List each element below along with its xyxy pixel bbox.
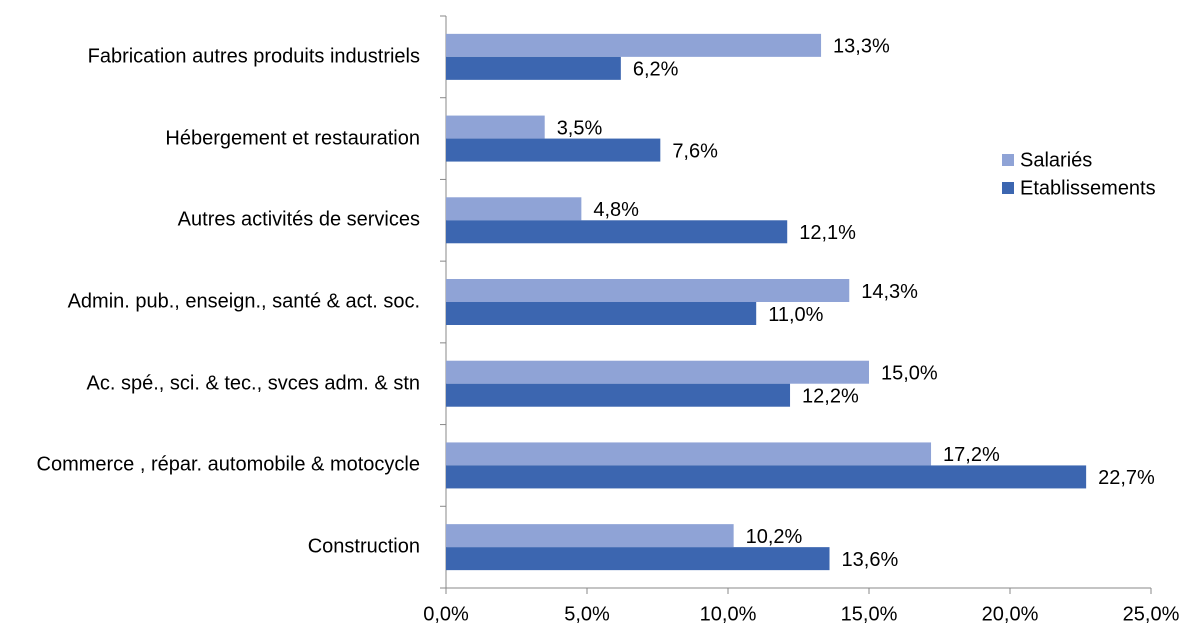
category-label-box: Construction — [0, 534, 420, 561]
legend-swatch — [1002, 182, 1014, 194]
x-tick-label: 20,0% — [982, 603, 1039, 625]
category-label-box: Admin. pub., enseign., santé & act. soc. — [0, 289, 420, 316]
bar — [446, 442, 932, 466]
value-label: 6,2% — [633, 59, 679, 81]
bar — [446, 383, 791, 407]
bar — [446, 524, 734, 548]
bar — [446, 33, 822, 57]
value-label: 10,2% — [746, 526, 803, 548]
value-label: 17,2% — [943, 444, 1000, 466]
value-label: 11,0% — [768, 304, 823, 326]
category-label: Fabrication autres produits industriels — [87, 45, 420, 68]
bar — [446, 115, 545, 139]
bar — [446, 279, 850, 302]
bar — [446, 547, 830, 571]
category-label: Autres activités de services — [177, 208, 420, 231]
value-label: 7,6% — [672, 140, 718, 162]
bar — [446, 138, 661, 162]
bar — [446, 302, 757, 325]
category-label: Commerce , répar. automobile & motocycle — [36, 453, 421, 476]
category-label-box: Ac. spé., sci. & tec., svces adm. & stn — [0, 370, 420, 397]
x-tick-label: 25,0% — [1123, 603, 1180, 625]
value-label: 15,0% — [881, 362, 938, 384]
bar — [446, 56, 621, 80]
legend-label: Salariés — [1020, 149, 1092, 171]
value-label: 12,2% — [802, 385, 859, 407]
category-label: Admin. pub., enseign., santé & act. soc. — [67, 290, 420, 313]
x-tick-label: 0,0% — [423, 603, 469, 625]
bar — [446, 360, 869, 384]
category-label: Hébergement et restauration — [165, 127, 420, 150]
x-tick-label: 10,0% — [700, 603, 757, 625]
bar — [446, 197, 582, 221]
category-label-box: Fabrication autres produits industriels — [0, 43, 420, 70]
category-label-box: Hébergement et restauration — [0, 125, 420, 152]
category-label-box: Autres activités de services — [0, 207, 420, 234]
category-label-box: Commerce , répar. automobile & motocycle — [0, 452, 421, 479]
value-label: 22,7% — [1098, 467, 1155, 489]
legend-label: Etablissements — [1020, 177, 1156, 199]
bar — [446, 465, 1087, 489]
x-tick-label: 5,0% — [564, 603, 610, 625]
legend-swatch — [1002, 154, 1014, 166]
value-label: 14,3% — [861, 281, 918, 303]
value-label: 13,6% — [842, 549, 899, 571]
category-label: Construction — [307, 535, 420, 558]
value-label: 13,3% — [833, 36, 890, 58]
category-label: Ac. spé., sci. & tec., svces adm. & stn — [86, 372, 420, 395]
value-label: 12,1% — [799, 222, 856, 244]
x-tick-label: 15,0% — [841, 603, 898, 625]
bar — [446, 220, 788, 244]
value-label: 4,8% — [593, 199, 639, 221]
value-label: 3,5% — [557, 117, 603, 139]
